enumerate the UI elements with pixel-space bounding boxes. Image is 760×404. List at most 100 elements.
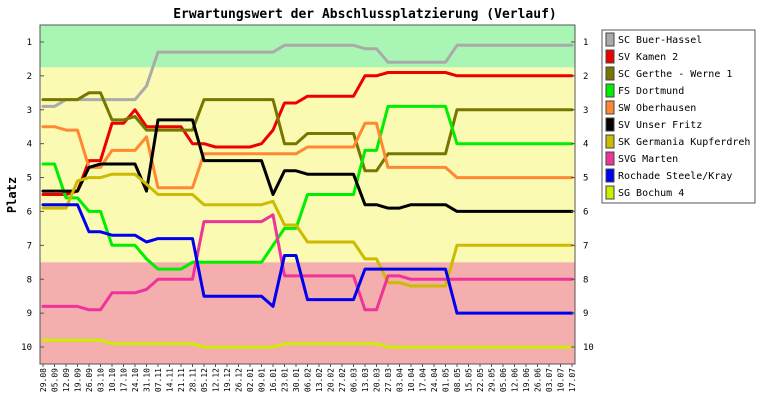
x-tick-label: 05.12 xyxy=(200,368,209,392)
y-tick-label-left: 10 xyxy=(21,343,32,353)
legend-label-1: SV Kamen 2 xyxy=(618,52,678,63)
legend-swatch-8 xyxy=(605,168,615,183)
x-tick-label: 05.06 xyxy=(499,368,508,392)
y-tick-label-left: 3 xyxy=(27,106,32,116)
series-line-8 xyxy=(41,203,574,315)
x-tick-label: 26.12 xyxy=(235,368,244,392)
y-axis-label: Platz xyxy=(5,177,19,213)
x-tick-label: 27.02 xyxy=(338,368,347,392)
series-line-2 xyxy=(41,91,574,173)
x-tick-label: 12.12 xyxy=(212,368,221,392)
y-tick-label-left: 7 xyxy=(27,241,32,251)
x-tick-label: 05.09 xyxy=(51,368,60,392)
series-lines xyxy=(41,43,574,349)
series-line-7 xyxy=(41,213,574,312)
legend-label-5: SV Unser Fritz xyxy=(618,120,702,131)
y-ticks-right: 1 2 3 4 5 6 7 8 9 10 xyxy=(571,38,594,353)
y-ticks-left: 1 2 3 4 5 6 7 8 9 10 xyxy=(21,38,44,353)
x-tick-label: 13.02 xyxy=(315,368,324,392)
series-line-3 xyxy=(41,104,574,271)
legend-swatch-0 xyxy=(605,32,615,47)
x-tick-label: 06.03 xyxy=(350,368,359,392)
y-tick-label-left: 1 xyxy=(27,38,32,48)
series-line-4 xyxy=(41,121,574,190)
legend-swatch-6 xyxy=(605,134,615,149)
y-tick-label-right: 4 xyxy=(583,140,588,150)
legend-swatch-4 xyxy=(605,100,615,115)
x-tick-label: 31.10 xyxy=(143,368,152,392)
legend-label-9: SG Bochum 4 xyxy=(618,188,684,199)
y-tick-label-right: 5 xyxy=(583,174,588,184)
y-tick-label-right: 6 xyxy=(583,207,588,217)
x-tick-label: 10.07 xyxy=(557,368,566,392)
x-tick-label: 10.04 xyxy=(407,368,416,392)
y-tick-label-left: 8 xyxy=(27,275,32,285)
x-tick-label: 21.11 xyxy=(177,368,186,392)
x-tick-label: 26.06 xyxy=(534,368,543,392)
legend-swatch-2 xyxy=(605,66,615,81)
x-tick-label: 20.03 xyxy=(373,368,382,392)
x-tick-label: 07.11 xyxy=(154,368,163,392)
y-tick-label-right: 3 xyxy=(583,106,588,116)
x-tick-label: 17.04 xyxy=(419,368,428,392)
x-tick-label: 16.01 xyxy=(269,368,278,392)
x-tick-label: 23.01 xyxy=(281,368,290,392)
y-tick-label-left: 6 xyxy=(27,207,32,217)
legend-label-6: SK Germania Kupferdreh xyxy=(618,137,750,148)
y-tick-label-left: 4 xyxy=(27,140,32,150)
x-tick-label: 29.05 xyxy=(488,368,497,392)
y-tick-label-left: 5 xyxy=(27,174,32,184)
legend-label-7: SVG Marten xyxy=(618,154,678,165)
x-tick-label: 26.09 xyxy=(85,368,94,392)
x-tick-label: 29.08 xyxy=(39,368,48,392)
x-tick-label: 02.01 xyxy=(246,368,255,392)
legend-swatch-3 xyxy=(605,83,615,98)
legend-box xyxy=(601,29,756,204)
y-tick-label-right: 9 xyxy=(583,309,588,319)
y-tick-label-right: 10 xyxy=(583,343,594,353)
y-tick-label-right: 1 xyxy=(583,38,588,48)
y-tick-label-right: 2 xyxy=(583,72,588,82)
series-line-9 xyxy=(41,338,574,349)
x-tick-label: 13.03 xyxy=(361,368,370,392)
x-tick-label: 24.04 xyxy=(430,368,439,392)
legend-label-8: Rochade Steele/Kray xyxy=(618,171,732,182)
x-tick-label: 15.05 xyxy=(465,368,474,392)
legend-label-2: SC Gerthe - Werne 1 xyxy=(618,69,732,80)
x-tick-label: 12.09 xyxy=(62,368,71,392)
y-tick-label-left: 9 xyxy=(27,309,32,319)
y-tick-label-right: 8 xyxy=(583,275,588,285)
x-tick-label: 24.10 xyxy=(131,368,140,392)
series-line-1 xyxy=(41,71,574,196)
legend-label-3: FS Dortmund xyxy=(618,86,684,97)
chart-title: Erwartungswert der Abschlussplatzierung … xyxy=(173,7,557,22)
x-tick-label: 12.06 xyxy=(511,368,520,392)
legend-swatch-5 xyxy=(605,117,615,132)
x-tick-label: 03.07 xyxy=(545,368,554,392)
x-tick-label: 01.05 xyxy=(442,368,451,392)
x-tick-label: 22.05 xyxy=(476,368,485,392)
x-tick-label: 14.11 xyxy=(166,368,175,392)
x-tick-label: 19.12 xyxy=(223,368,232,392)
x-tick-label: 08.05 xyxy=(453,368,462,392)
legend-swatch-7 xyxy=(605,151,615,166)
series-line-0 xyxy=(41,43,574,108)
x-tick-label: 30.01 xyxy=(292,368,301,392)
x-tick-label: 20.02 xyxy=(327,368,336,392)
x-tick-label: 06.02 xyxy=(304,368,313,392)
legend-label-0: SC Buer-Hassel xyxy=(618,35,702,46)
legend-swatch-1 xyxy=(605,49,615,64)
legend-label-4: SW Oberhausen xyxy=(618,103,696,114)
y-tick-label-right: 7 xyxy=(583,241,588,251)
y-tick-label-left: 2 xyxy=(27,72,32,82)
x-tick-label: 28.11 xyxy=(189,368,198,392)
x-tick-label: 03.04 xyxy=(396,368,405,392)
x-ticks: 29.08 05.09 12.09 19.09 26.09 03.10 10.10 17.10… xyxy=(39,364,577,392)
legend: SC Buer-Hassel SV Kamen 2 SC Gerthe - Wern… xyxy=(601,29,756,204)
x-tick-label: 10.10 xyxy=(108,368,117,392)
x-tick-label: 19.06 xyxy=(522,368,531,392)
legend-swatch-9 xyxy=(605,185,615,200)
x-tick-label: 17.07 xyxy=(568,368,577,392)
